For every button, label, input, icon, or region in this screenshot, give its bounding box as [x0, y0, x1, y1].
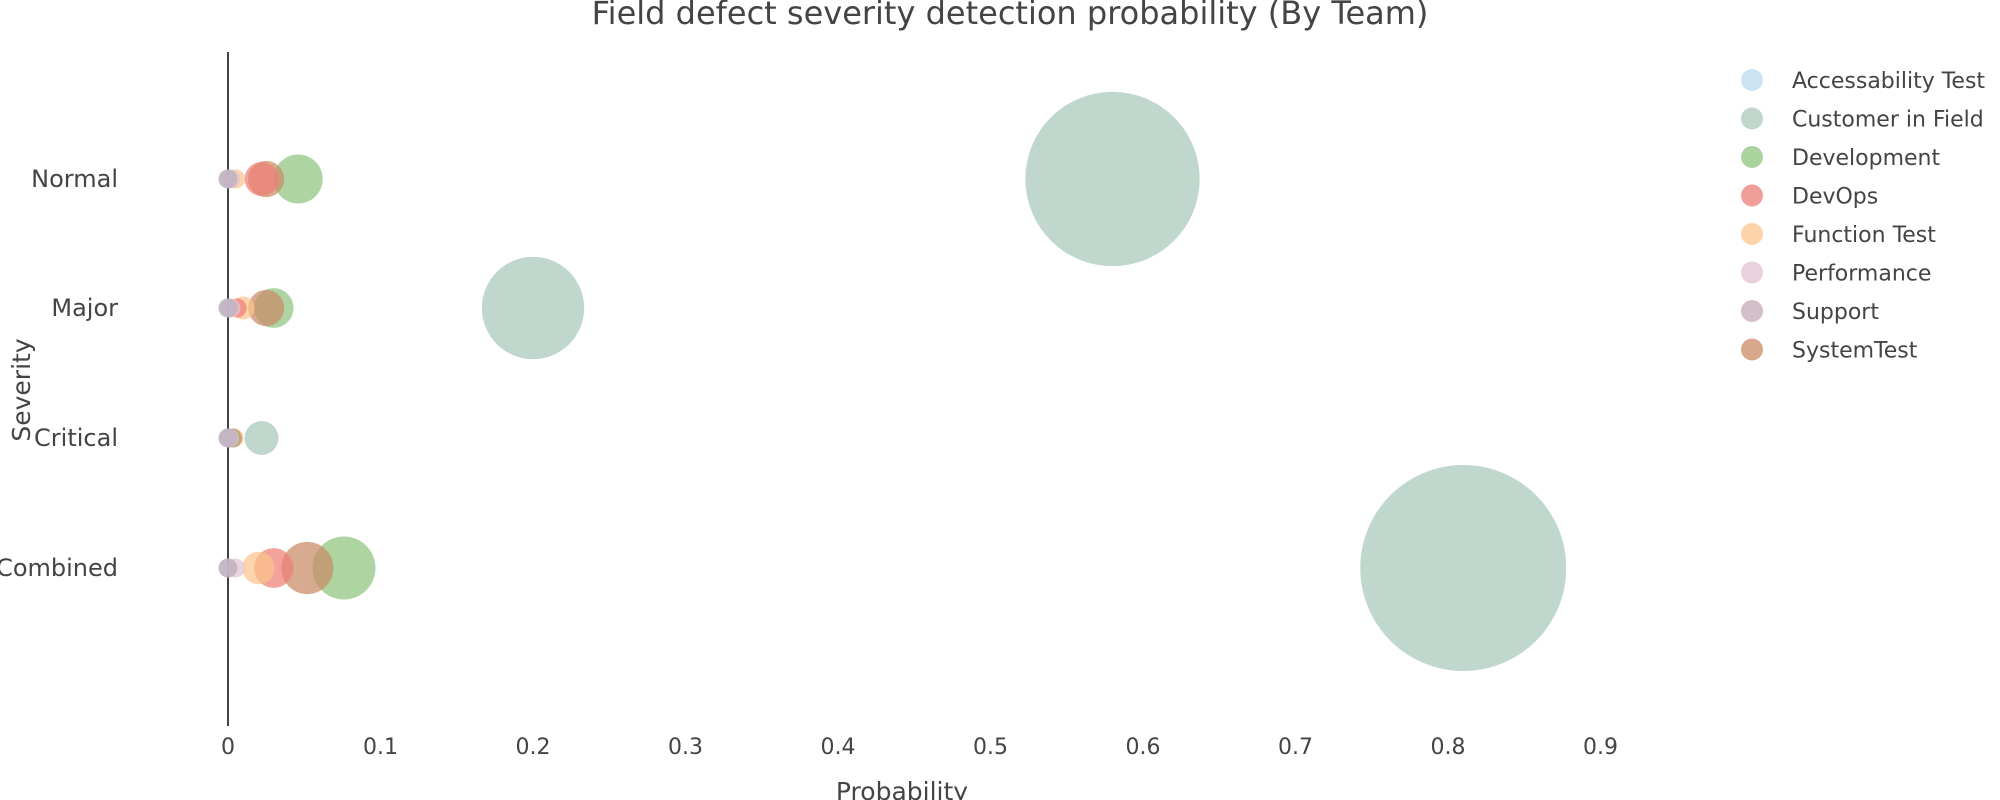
bubble-support-critical [218, 428, 238, 448]
bubble-devops-normal [244, 162, 279, 196]
legend-label: Accessability Test [1792, 69, 1985, 94]
bubble-customer-in-field-combined [1360, 465, 1567, 671]
legend-item-accessability-test: Accessability Test [1741, 69, 1985, 94]
x-tick-labels: 0 0.1 0.2 0.3 0.4 0.5 0.6 0.7 0.8 0.9 [221, 735, 1618, 760]
legend-marker [1741, 69, 1763, 91]
legend-marker [1741, 146, 1763, 168]
legend-marker [1741, 300, 1763, 322]
legend-marker [1741, 223, 1763, 245]
bubbles [218, 91, 1567, 671]
x-axis-title: Probability [836, 777, 968, 800]
category-label-critical: Critical [34, 424, 118, 452]
bubble-support-major [218, 298, 238, 318]
x-tick-label: 0.8 [1431, 735, 1466, 760]
x-tick-label: 0.9 [1583, 735, 1618, 760]
legend-label: Customer in Field [1792, 108, 1984, 133]
x-tick-label: 0.2 [516, 735, 551, 760]
category-labels: Normal Major Critical Combined [0, 165, 118, 582]
legend-label: Performance [1792, 262, 1931, 287]
legend-marker [1741, 338, 1763, 361]
category-label-normal: Normal [31, 165, 118, 193]
legend-marker [1741, 261, 1763, 284]
bubble-support-combined [218, 558, 238, 578]
legend-item-customer-in-field: Customer in Field [1741, 107, 1984, 133]
bubble-function-test-combined [242, 551, 275, 585]
legend-marker [1741, 107, 1763, 130]
legend-item-systemtest: SystemTest [1741, 338, 1918, 364]
x-tick-label: 0.6 [1126, 735, 1161, 760]
bubble-systemtest-combined [281, 541, 334, 595]
legend-label: DevOps [1792, 185, 1878, 210]
legend-item-development: Development [1741, 146, 1940, 171]
x-tick-label: 0.4 [821, 735, 856, 760]
y-axis-title: Severity [7, 338, 36, 441]
x-tick-label: 0.3 [668, 735, 703, 760]
legend-item-support: Support [1741, 300, 1879, 325]
legend: Accessability Test Customer in Field Devel… [1741, 69, 1985, 364]
x-tick-label: 0.5 [973, 735, 1008, 760]
legend-label: Function Test [1792, 223, 1936, 248]
category-label-major: Major [51, 294, 118, 322]
bubble-customer-in-field-major [481, 256, 585, 360]
legend-label: Development [1792, 146, 1940, 171]
legend-label: Support [1792, 300, 1879, 325]
legend-item-function-test: Function Test [1741, 223, 1936, 248]
bubble-development-normal [273, 154, 323, 204]
bubble-systemtest-major [248, 289, 285, 327]
legend-label: SystemTest [1792, 339, 1918, 364]
chart-title: Field defect severity detection probabil… [592, 0, 1429, 32]
x-tick-label: 0.1 [363, 735, 398, 760]
bubble-customer-in-field-normal [1025, 91, 1200, 267]
x-tick-label: 0 [221, 735, 235, 760]
legend-marker [1741, 184, 1763, 207]
x-tick-label: 0.7 [1278, 735, 1313, 760]
bubble-support-normal [218, 169, 238, 189]
bubble-development-combined [312, 536, 376, 600]
legend-item-performance: Performance [1741, 261, 1931, 287]
bubble-customer-in-field-critical [244, 421, 279, 455]
legend-item-devops: DevOps [1741, 184, 1878, 210]
category-label-combined: Combined [0, 554, 118, 582]
